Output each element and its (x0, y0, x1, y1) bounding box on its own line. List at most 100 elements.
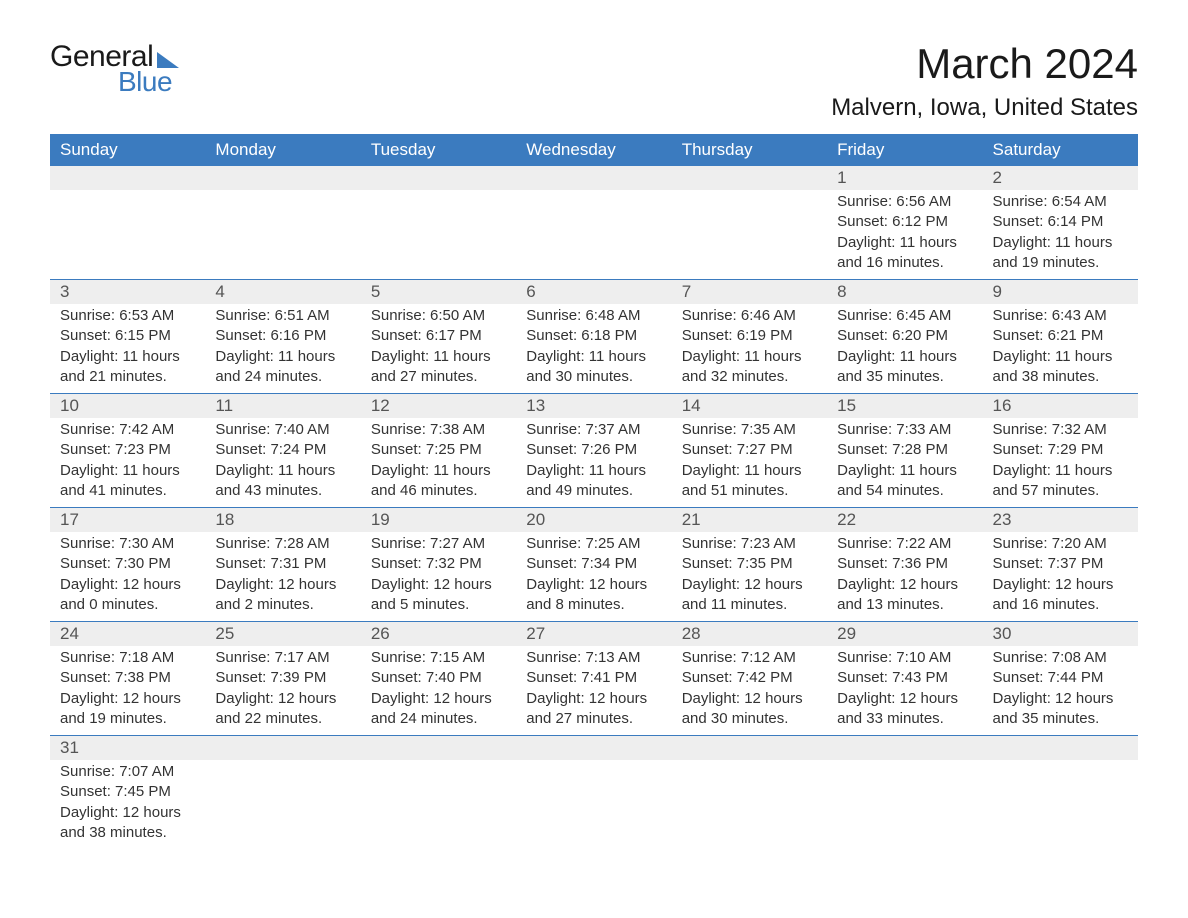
day-number-row: 24252627282930 (50, 622, 1138, 647)
sunset-text: Sunset: 7:42 PM (682, 668, 817, 688)
day-content: Sunrise: 7:22 AMSunset: 7:36 PMDaylight:… (827, 532, 982, 621)
day-number: 11 (205, 394, 360, 418)
sunrise-text: Sunrise: 6:54 AM (993, 192, 1128, 212)
daylight-text: Daylight: 11 hours (993, 233, 1128, 253)
sunset-text: Sunset: 6:18 PM (526, 326, 661, 346)
sunrise-text: Sunrise: 7:12 AM (682, 648, 817, 668)
day-number: 21 (672, 508, 827, 532)
day-content-cell: Sunrise: 7:23 AMSunset: 7:35 PMDaylight:… (672, 532, 827, 622)
day-content: Sunrise: 7:10 AMSunset: 7:43 PMDaylight:… (827, 646, 982, 735)
daylight-text: and 43 minutes. (215, 481, 350, 501)
day-number: 17 (50, 508, 205, 532)
daylight-text: and 8 minutes. (526, 595, 661, 615)
day-content: Sunrise: 6:53 AMSunset: 6:15 PMDaylight:… (50, 304, 205, 393)
day-content-cell: Sunrise: 6:46 AMSunset: 6:19 PMDaylight:… (672, 304, 827, 394)
day-content: Sunrise: 7:25 AMSunset: 7:34 PMDaylight:… (516, 532, 671, 621)
day-content-cell: Sunrise: 6:50 AMSunset: 6:17 PMDaylight:… (361, 304, 516, 394)
sunrise-text: Sunrise: 7:37 AM (526, 420, 661, 440)
daylight-text: Daylight: 11 hours (837, 461, 972, 481)
daylight-text: Daylight: 11 hours (371, 461, 506, 481)
daylight-text: and 5 minutes. (371, 595, 506, 615)
weekday-header: Tuesday (361, 134, 516, 166)
day-number-cell: 7 (672, 280, 827, 305)
weekday-header: Saturday (983, 134, 1138, 166)
daylight-text: and 30 minutes. (526, 367, 661, 387)
daylight-text: Daylight: 12 hours (60, 689, 195, 709)
day-content-cell: Sunrise: 7:42 AMSunset: 7:23 PMDaylight:… (50, 418, 205, 508)
daylight-text: Daylight: 12 hours (526, 575, 661, 595)
day-content-cell: Sunrise: 6:56 AMSunset: 6:12 PMDaylight:… (827, 190, 982, 280)
daylight-text: Daylight: 11 hours (526, 347, 661, 367)
day-number-cell: 2 (983, 166, 1138, 190)
sunrise-text: Sunrise: 7:17 AM (215, 648, 350, 668)
day-content: Sunrise: 6:56 AMSunset: 6:12 PMDaylight:… (827, 190, 982, 279)
day-content-cell: Sunrise: 7:15 AMSunset: 7:40 PMDaylight:… (361, 646, 516, 736)
daylight-text: Daylight: 12 hours (682, 689, 817, 709)
daylight-text: and 13 minutes. (837, 595, 972, 615)
day-number-row: 17181920212223 (50, 508, 1138, 533)
day-content-cell (361, 190, 516, 280)
day-number-cell (983, 736, 1138, 761)
day-number-cell: 1 (827, 166, 982, 190)
day-content-cell: Sunrise: 6:54 AMSunset: 6:14 PMDaylight:… (983, 190, 1138, 280)
daylight-text: and 35 minutes. (837, 367, 972, 387)
daylight-text: and 30 minutes. (682, 709, 817, 729)
sunrise-text: Sunrise: 7:28 AM (215, 534, 350, 554)
day-content: Sunrise: 7:30 AMSunset: 7:30 PMDaylight:… (50, 532, 205, 621)
day-number-cell: 26 (361, 622, 516, 647)
day-number-cell (361, 166, 516, 190)
day-number-cell: 15 (827, 394, 982, 419)
sunset-text: Sunset: 7:39 PM (215, 668, 350, 688)
sunset-text: Sunset: 7:30 PM (60, 554, 195, 574)
sunset-text: Sunset: 7:35 PM (682, 554, 817, 574)
day-number-cell: 29 (827, 622, 982, 647)
daylight-text: and 38 minutes. (993, 367, 1128, 387)
sunset-text: Sunset: 7:45 PM (60, 782, 195, 802)
day-number-cell: 19 (361, 508, 516, 533)
weekday-header: Monday (205, 134, 360, 166)
title-block: March 2024 Malvern, Iowa, United States (831, 40, 1138, 122)
day-content: Sunrise: 7:07 AMSunset: 7:45 PMDaylight:… (50, 760, 205, 849)
day-content-cell: Sunrise: 7:22 AMSunset: 7:36 PMDaylight:… (827, 532, 982, 622)
sunrise-text: Sunrise: 7:20 AM (993, 534, 1128, 554)
sunset-text: Sunset: 7:25 PM (371, 440, 506, 460)
day-number-cell: 3 (50, 280, 205, 305)
sunset-text: Sunset: 6:17 PM (371, 326, 506, 346)
month-title: March 2024 (831, 40, 1138, 88)
day-content: Sunrise: 7:08 AMSunset: 7:44 PMDaylight:… (983, 646, 1138, 735)
brand-logo: General Blue (50, 40, 179, 98)
day-number-cell: 6 (516, 280, 671, 305)
sunrise-text: Sunrise: 6:48 AM (526, 306, 661, 326)
daylight-text: Daylight: 12 hours (371, 575, 506, 595)
daylight-text: and 0 minutes. (60, 595, 195, 615)
day-number-cell (672, 166, 827, 190)
sunrise-text: Sunrise: 7:25 AM (526, 534, 661, 554)
sunset-text: Sunset: 7:24 PM (215, 440, 350, 460)
day-number-cell (50, 166, 205, 190)
day-content-cell: Sunrise: 7:28 AMSunset: 7:31 PMDaylight:… (205, 532, 360, 622)
sunrise-text: Sunrise: 6:50 AM (371, 306, 506, 326)
day-content: Sunrise: 6:46 AMSunset: 6:19 PMDaylight:… (672, 304, 827, 393)
sunset-text: Sunset: 7:41 PM (526, 668, 661, 688)
day-number-cell: 18 (205, 508, 360, 533)
sunrise-text: Sunrise: 7:22 AM (837, 534, 972, 554)
day-content-cell: Sunrise: 7:08 AMSunset: 7:44 PMDaylight:… (983, 646, 1138, 736)
day-number-cell (672, 736, 827, 761)
daylight-text: Daylight: 12 hours (215, 689, 350, 709)
day-content-cell (983, 760, 1138, 849)
day-number: 10 (50, 394, 205, 418)
day-number-row: 12 (50, 166, 1138, 190)
day-content: Sunrise: 6:50 AMSunset: 6:17 PMDaylight:… (361, 304, 516, 393)
day-number: 12 (361, 394, 516, 418)
sunset-text: Sunset: 7:26 PM (526, 440, 661, 460)
sunrise-text: Sunrise: 6:53 AM (60, 306, 195, 326)
day-number-cell: 12 (361, 394, 516, 419)
sunset-text: Sunset: 7:34 PM (526, 554, 661, 574)
brand-word-blue: Blue (118, 66, 172, 98)
day-content-cell: Sunrise: 7:10 AMSunset: 7:43 PMDaylight:… (827, 646, 982, 736)
weekday-header: Wednesday (516, 134, 671, 166)
sunrise-text: Sunrise: 7:32 AM (993, 420, 1128, 440)
sunrise-text: Sunrise: 7:33 AM (837, 420, 972, 440)
day-number-cell (361, 736, 516, 761)
page-header: General Blue March 2024 Malvern, Iowa, U… (50, 40, 1138, 122)
